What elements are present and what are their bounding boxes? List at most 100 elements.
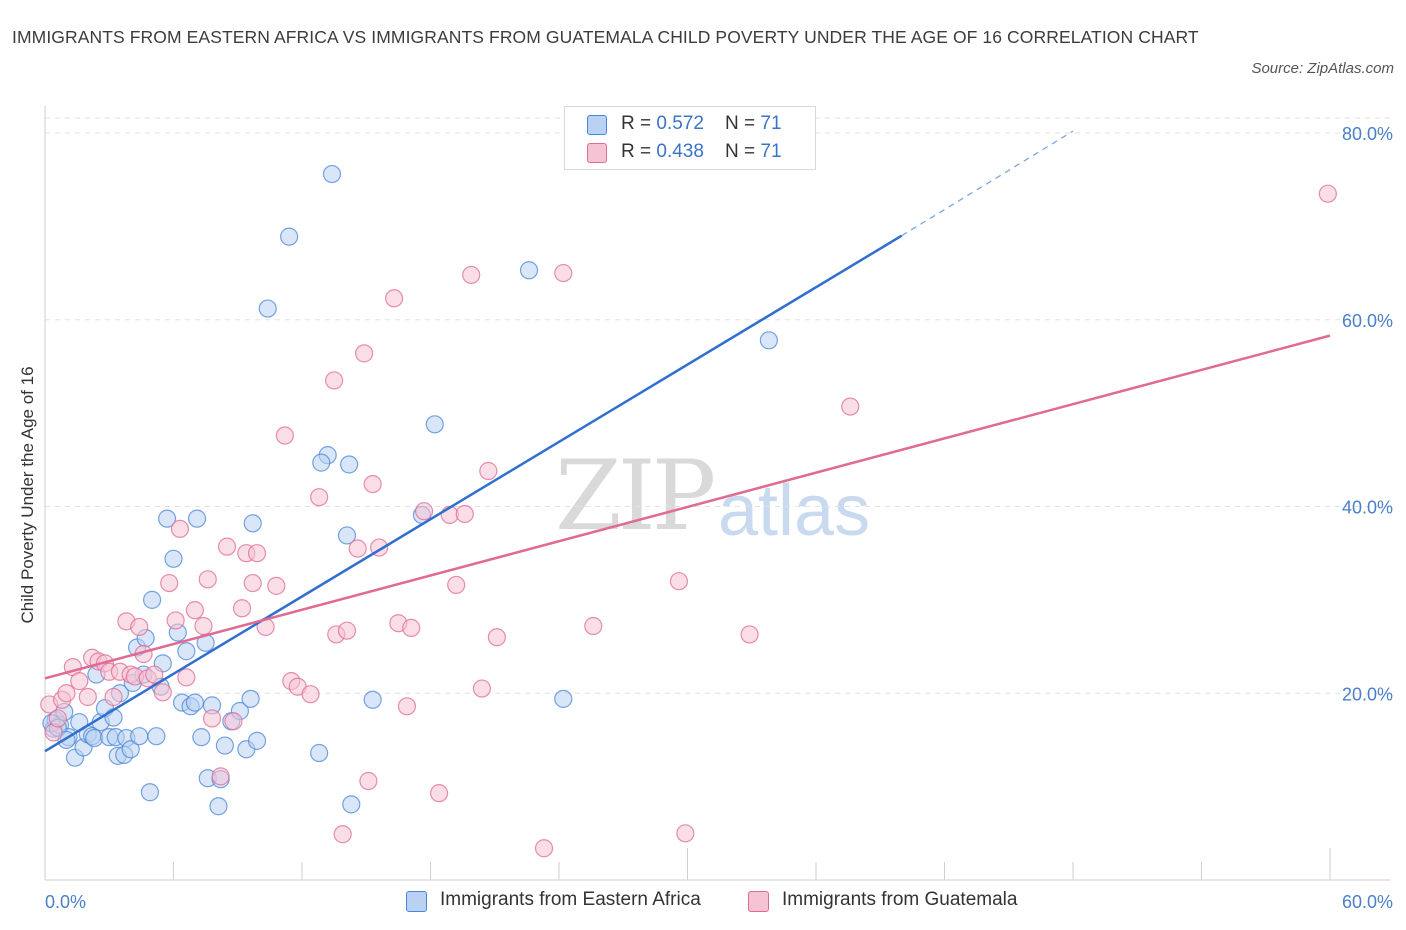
r-value: 0.572	[656, 113, 704, 134]
y-tick-label: 80.0%	[1342, 124, 1393, 144]
point-eastern-africa	[342, 795, 361, 814]
pink-swatch-icon	[587, 143, 607, 163]
point-guatemala	[348, 539, 367, 558]
point-guatemala	[160, 573, 179, 593]
point-eastern-africa	[312, 453, 331, 472]
point-guatemala	[104, 687, 123, 707]
point-guatemala	[170, 519, 190, 539]
point-eastern-africa	[363, 690, 382, 709]
point-guatemala	[534, 839, 554, 858]
point-guatemala	[177, 668, 196, 687]
point-eastern-africa	[164, 549, 183, 568]
point-guatemala	[153, 683, 172, 702]
y-axis-title: Child Poverty Under the Age of 16	[18, 366, 37, 624]
point-guatemala	[247, 544, 267, 563]
point-guatemala	[397, 697, 417, 716]
point-guatemala	[325, 371, 344, 390]
point-eastern-africa	[209, 797, 228, 816]
point-guatemala	[414, 502, 434, 521]
point-eastern-africa	[185, 693, 205, 712]
point-guatemala	[333, 825, 352, 844]
point-guatemala	[429, 784, 449, 803]
point-guatemala	[1318, 184, 1337, 203]
point-guatemala	[48, 709, 67, 728]
n-value: 71	[760, 113, 782, 134]
blue-swatch-icon	[587, 115, 607, 135]
point-eastern-africa	[310, 743, 329, 763]
r-label: R =	[621, 141, 657, 162]
point-eastern-africa	[337, 526, 357, 545]
point-eastern-africa	[147, 727, 166, 746]
point-guatemala	[447, 575, 466, 595]
y-tick-label: 20.0%	[1342, 684, 1393, 704]
point-eastern-africa	[258, 299, 277, 318]
n-label: N =	[725, 141, 761, 162]
x-tick-label: 60.0%	[1342, 892, 1393, 912]
point-eastern-africa	[241, 689, 260, 708]
source-credit: Source: ZipAtlas.com	[1251, 60, 1394, 77]
legend-label: Immigrants from Eastern Africa	[440, 889, 701, 910]
point-guatemala	[472, 679, 491, 698]
point-guatemala	[57, 684, 76, 703]
blue-swatch-icon	[406, 891, 427, 912]
legend-label: Immigrants from Guatemala	[782, 889, 1018, 910]
trendline-extension-eastern-africa	[901, 130, 1074, 237]
point-guatemala	[145, 665, 164, 684]
point-eastern-africa	[215, 736, 234, 755]
x-tick-label: 0.0%	[45, 892, 86, 912]
point-guatemala	[275, 426, 294, 445]
point-guatemala	[78, 687, 97, 707]
point-eastern-africa	[243, 514, 262, 533]
point-eastern-africa	[340, 455, 359, 474]
point-eastern-africa	[247, 731, 267, 750]
y-tick-label: 40.0%	[1342, 498, 1393, 518]
watermark-atlas: atlas	[718, 471, 871, 551]
point-guatemala	[355, 344, 374, 363]
point-eastern-africa	[177, 642, 196, 661]
point-guatemala	[740, 625, 759, 644]
point-eastern-africa	[425, 415, 444, 434]
y-tick-label: 60.0%	[1342, 311, 1393, 331]
point-eastern-africa	[759, 331, 778, 350]
point-guatemala	[198, 570, 217, 589]
point-eastern-africa	[192, 728, 211, 747]
point-guatemala	[211, 767, 230, 786]
point-guatemala	[232, 599, 252, 618]
point-eastern-africa	[554, 689, 573, 708]
point-guatemala	[841, 397, 860, 416]
point-eastern-africa	[130, 727, 149, 746]
r-label: R =	[621, 113, 657, 134]
point-guatemala	[584, 616, 603, 636]
point-guatemala	[337, 621, 357, 640]
point-guatemala	[479, 461, 498, 481]
point-guatemala	[243, 573, 262, 593]
point-guatemala	[455, 504, 474, 524]
point-guatemala	[202, 709, 222, 728]
chart-title: IMMIGRANTS FROM EASTERN AFRICA VS IMMIGR…	[12, 27, 1199, 47]
point-guatemala	[462, 265, 481, 285]
point-eastern-africa	[140, 783, 160, 802]
point-eastern-africa	[519, 261, 539, 280]
trendline-guatemala	[44, 334, 1331, 680]
watermark-zip: ZIP	[555, 440, 716, 552]
point-eastern-africa	[187, 509, 207, 528]
point-eastern-africa	[142, 590, 162, 609]
point-guatemala	[384, 289, 404, 308]
point-guatemala	[267, 576, 286, 595]
point-eastern-africa	[322, 164, 342, 184]
point-guatemala	[217, 537, 237, 556]
point-guatemala	[301, 685, 320, 704]
point-guatemala	[224, 712, 243, 731]
pink-swatch-icon	[748, 891, 769, 912]
point-guatemala	[166, 611, 185, 630]
point-eastern-africa	[104, 708, 123, 727]
n-value: 71	[760, 141, 782, 162]
point-eastern-africa	[121, 740, 140, 759]
point-guatemala	[402, 618, 421, 637]
point-guatemala	[130, 617, 149, 637]
point-guatemala	[669, 572, 689, 591]
point-guatemala	[185, 601, 205, 620]
correlation-legend: R = 0.572 N = 71 R = 0.438 N = 71	[564, 106, 816, 170]
n-label: N =	[725, 113, 761, 134]
